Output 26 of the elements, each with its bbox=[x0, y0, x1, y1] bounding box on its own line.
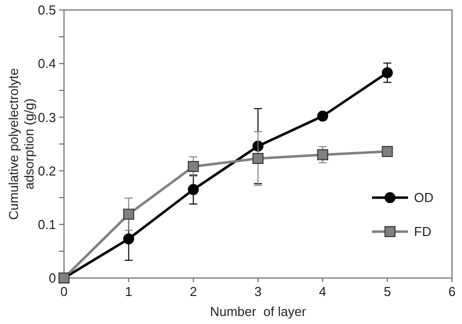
y-axis-title: Cumulative polyelectrolyte adsorption (g/g) bbox=[6, 68, 37, 220]
y-tick-label: 0.4 bbox=[38, 56, 56, 72]
point bbox=[317, 149, 328, 160]
x-tick-label: 3 bbox=[254, 284, 262, 299]
x-tick-label: 1 bbox=[125, 284, 132, 299]
x-tick-label: 0 bbox=[60, 284, 68, 299]
legend-label: OD bbox=[414, 190, 434, 206]
point bbox=[382, 67, 393, 78]
point bbox=[317, 110, 328, 122]
y-tick-label: 0.5 bbox=[38, 2, 56, 18]
x-tick-label: 5 bbox=[384, 284, 391, 299]
y-tick-label: 0 bbox=[48, 270, 56, 286]
x-axis-title: Number of layer bbox=[210, 304, 307, 319]
legend-label: FD bbox=[414, 224, 432, 240]
x-tick-label: 4 bbox=[319, 284, 326, 299]
point bbox=[382, 146, 393, 158]
x-tick-label: 2 bbox=[190, 284, 197, 299]
point bbox=[123, 208, 134, 220]
y-tick-label: 0.1 bbox=[38, 216, 56, 232]
point bbox=[123, 233, 134, 244]
x-tick-label: 6 bbox=[448, 284, 456, 299]
point bbox=[188, 161, 199, 172]
point bbox=[188, 184, 199, 196]
y-tick-label: 0.3 bbox=[38, 110, 56, 125]
y-tick-label: 0.2 bbox=[38, 163, 56, 178]
point bbox=[252, 152, 264, 164]
